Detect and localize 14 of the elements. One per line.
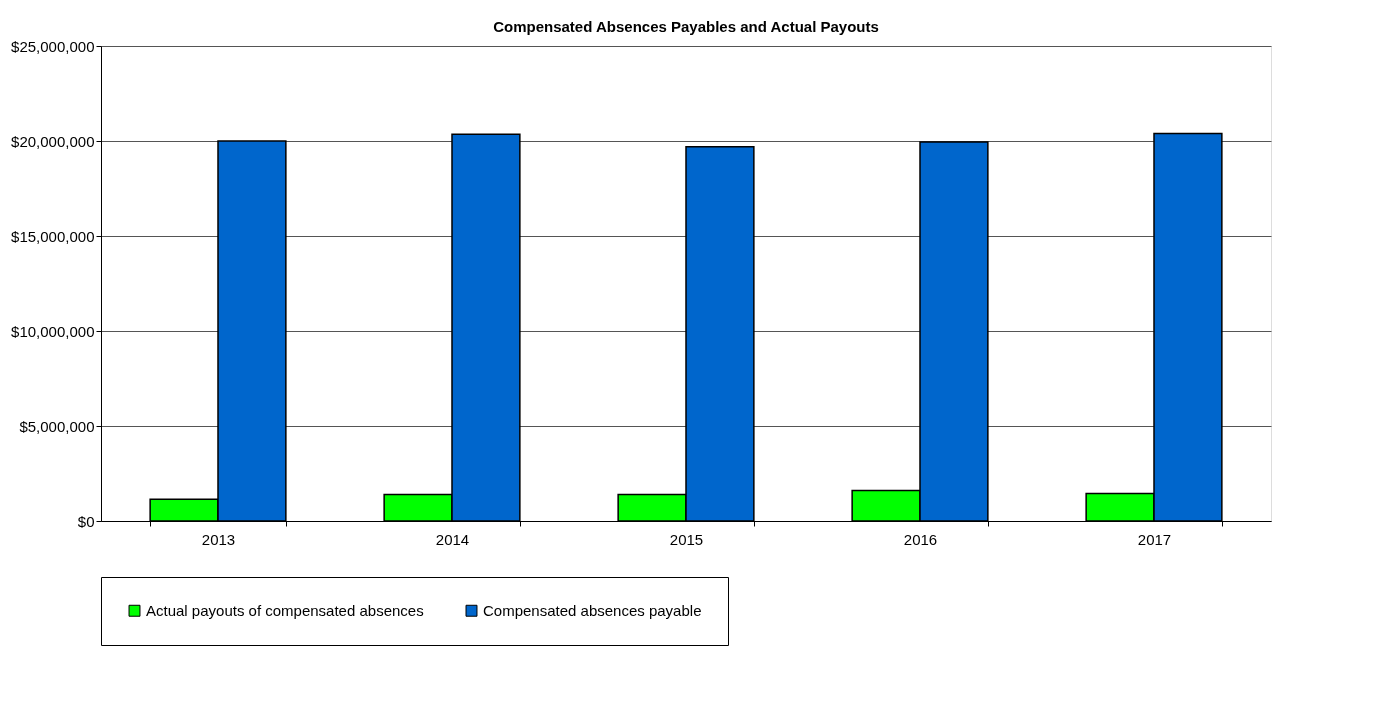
y-tick-label: $25,000,000	[11, 37, 95, 55]
legend-label: Compensated absences payable	[483, 601, 702, 619]
y-tick-label: $15,000,000	[11, 227, 95, 245]
chart-title: Compensated Absences Payables and Actual Payouts	[493, 18, 879, 35]
y-tick-label: $5,000,000	[19, 417, 95, 435]
legend-label: Actual payouts of compensated absences	[146, 601, 424, 619]
y-tick-label: $20,000,000	[11, 132, 95, 150]
x-tick-label: 2015	[669, 530, 704, 548]
x-tick-label: 2013	[201, 530, 236, 548]
y-tick-label: $0	[77, 512, 95, 530]
x-tick-label: 2016	[903, 530, 938, 548]
x-tick-label: 2017	[1137, 530, 1172, 548]
x-tick-label: 2014	[435, 530, 470, 548]
y-tick-label: $10,000,000	[11, 322, 95, 340]
